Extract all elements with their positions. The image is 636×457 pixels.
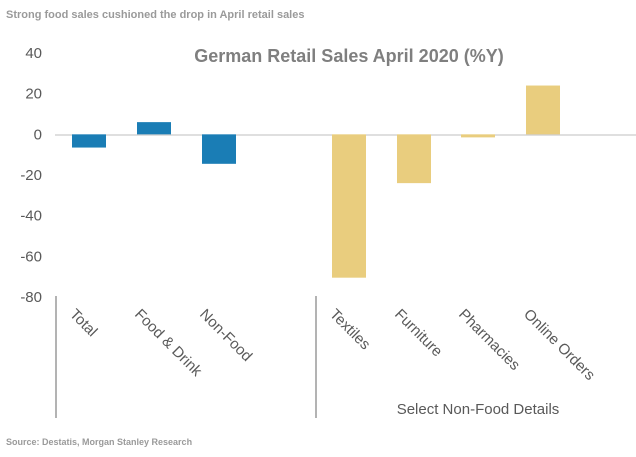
category-label: Furniture — [391, 306, 445, 360]
y-tick-label: -80 — [20, 289, 42, 306]
category-label: Pharmacies — [455, 306, 523, 374]
chart-title: German Retail Sales April 2020 (%Y) — [194, 46, 503, 66]
category-label: Total — [66, 306, 100, 340]
category-label: Online Orders — [520, 306, 598, 384]
chart-headline: Strong food sales cushioned the drop in … — [6, 9, 305, 21]
group-label-non-food-details: Select Non-Food Details — [397, 401, 560, 418]
y-tick-label: -20 — [20, 167, 42, 184]
category-label: Textiles — [326, 306, 373, 353]
y-tick-label: -40 — [20, 208, 42, 225]
bar-non-food — [202, 134, 236, 164]
bar-furniture — [397, 134, 431, 184]
bars-group — [72, 85, 560, 278]
y-tick-label: -60 — [20, 248, 42, 265]
y-tick-label: 20 — [25, 86, 42, 103]
category-label: Food & Drink — [131, 306, 205, 380]
bar-chart: German Retail Sales April 2020 (%Y) 40 20… — [20, 45, 636, 418]
bar-online-orders — [526, 85, 560, 135]
bar-total — [72, 134, 106, 148]
bar-pharmacies — [461, 134, 495, 138]
y-axis-ticks: 40 20 0 -20 -40 -60 -80 — [20, 45, 42, 306]
category-label: Non-Food — [196, 306, 255, 365]
y-tick-label: 0 — [34, 126, 42, 143]
y-tick-label: 40 — [25, 45, 42, 62]
bar-textiles — [332, 134, 366, 278]
source-note: Source: Destatis, Morgan Stanley Researc… — [6, 437, 193, 447]
bar-food-drink — [137, 122, 171, 135]
